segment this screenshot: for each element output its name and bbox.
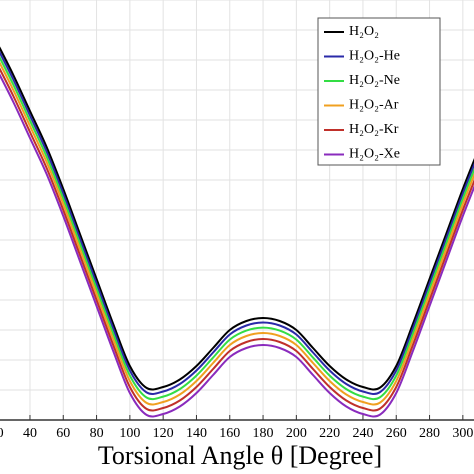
- x-tick-label: 240: [352, 426, 373, 441]
- x-tick-label: 300: [452, 426, 473, 441]
- legend-box: [317, 17, 441, 166]
- series-line: [0, 46, 474, 391]
- x-tick-label: 100: [119, 426, 140, 441]
- x-axis-label: Torsional Angle θ [Degree]: [98, 441, 382, 470]
- series-line: [0, 73, 474, 418]
- series-line: [0, 67, 474, 412]
- x-tick-label: 140: [186, 426, 207, 441]
- legend-label: H₂O₂-Xe: [349, 147, 400, 162]
- x-tick-label: 120: [153, 426, 174, 441]
- x-tick-label: 80: [90, 426, 104, 441]
- x-tick-label: 180: [253, 426, 274, 441]
- x-tick-label: 40: [23, 426, 37, 441]
- series-line: [0, 50, 474, 396]
- x-tick-label: 160: [219, 426, 240, 441]
- x-tick-label: 60: [56, 426, 70, 441]
- plot-area: [0, 0, 474, 420]
- series-line: [0, 61, 474, 406]
- x-tick-label: 280: [419, 426, 440, 441]
- x-tick-label: 200: [286, 426, 307, 441]
- legend-label: H₂O₂-Ar: [349, 98, 399, 113]
- x-tick-label: 20: [0, 426, 4, 441]
- legend-label: H₂O₂-He: [349, 49, 400, 64]
- x-tick-label: 220: [319, 426, 340, 441]
- legend-label: H₂O₂: [349, 24, 379, 39]
- x-tick-label: 260: [386, 426, 407, 441]
- series-line: [0, 55, 474, 401]
- legend-label: H₂O₂-Ne: [349, 73, 400, 88]
- legend-label: H₂O₂-Kr: [349, 122, 399, 137]
